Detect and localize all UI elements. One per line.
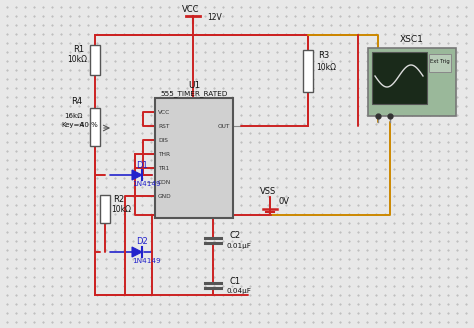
- Text: 1N4149: 1N4149: [132, 181, 160, 187]
- Text: C1: C1: [229, 277, 241, 285]
- Text: XSC1: XSC1: [400, 34, 424, 44]
- Bar: [155, 98, 233, 218]
- Text: 12V: 12V: [208, 12, 222, 22]
- Text: D1: D1: [136, 160, 148, 170]
- Text: 10kΩ: 10kΩ: [111, 204, 131, 214]
- Text: DIS: DIS: [158, 137, 168, 142]
- Bar: [372, 52, 427, 104]
- Polygon shape: [132, 170, 142, 180]
- Text: 10kΩ: 10kΩ: [316, 63, 336, 72]
- Text: 0.04µF: 0.04µF: [227, 288, 251, 294]
- Text: VSS: VSS: [260, 187, 276, 195]
- Text: OUT: OUT: [218, 124, 230, 129]
- Text: R1: R1: [73, 45, 84, 53]
- Text: RST: RST: [158, 124, 169, 129]
- Text: U1: U1: [188, 81, 200, 91]
- Text: 555_TIMER_RATED: 555_TIMER_RATED: [160, 91, 228, 97]
- Text: R2: R2: [113, 195, 125, 203]
- Text: Ext Trig: Ext Trig: [430, 58, 450, 64]
- Text: VCC: VCC: [182, 6, 200, 14]
- Bar: [90, 45, 100, 75]
- Text: TR1: TR1: [158, 166, 169, 171]
- Text: 10kΩ: 10kΩ: [67, 54, 87, 64]
- Text: 1N4149: 1N4149: [132, 258, 160, 264]
- Text: 0.01µF: 0.01µF: [227, 243, 251, 249]
- Text: GND: GND: [158, 194, 172, 198]
- Text: Key=A: Key=A: [62, 122, 84, 128]
- Text: C2: C2: [229, 232, 241, 240]
- Bar: [100, 195, 110, 223]
- Bar: [90, 108, 100, 146]
- Bar: [368, 48, 456, 116]
- Text: R3: R3: [319, 51, 329, 59]
- Polygon shape: [132, 247, 142, 257]
- Text: VCC: VCC: [158, 110, 170, 114]
- Text: 0V: 0V: [279, 196, 290, 206]
- Bar: [303, 50, 313, 92]
- Text: CON: CON: [158, 179, 171, 184]
- Text: THR: THR: [158, 152, 170, 156]
- Text: D2: D2: [136, 237, 148, 247]
- Text: 40 %: 40 %: [80, 122, 98, 128]
- Text: R4: R4: [72, 97, 82, 107]
- Bar: [429, 54, 451, 72]
- Text: 16kΩ: 16kΩ: [64, 113, 82, 119]
